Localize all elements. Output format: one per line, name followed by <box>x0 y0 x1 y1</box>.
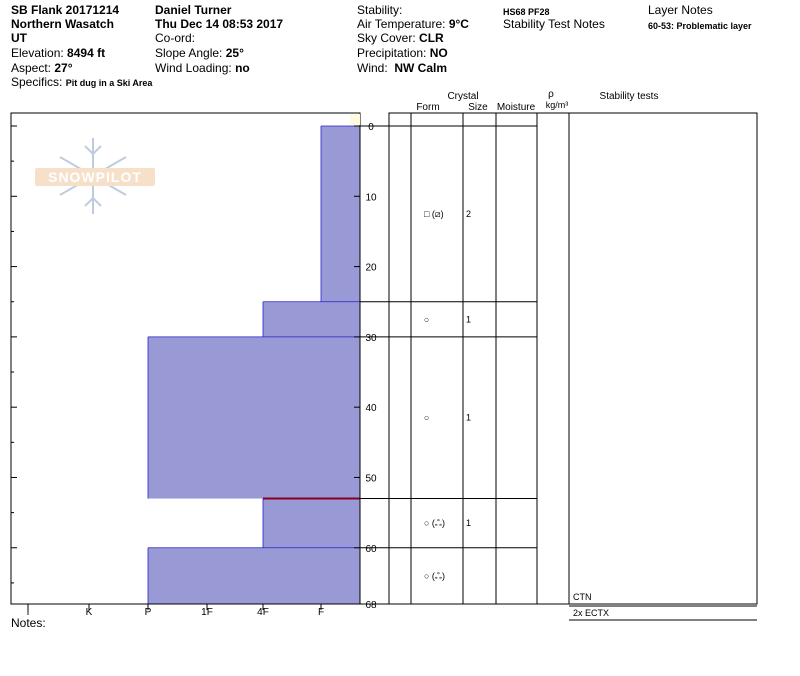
specifics-value: Pit dug in a Ski Area <box>65 78 153 88</box>
state: UT <box>11 31 27 45</box>
layer-form-1: ○ <box>424 314 429 324</box>
precip-label: Precipitation: <box>357 46 427 60</box>
logo-banner <box>35 168 155 186</box>
layer-form-3: ○ (ஃ) <box>424 518 445 528</box>
wind: Wind: NW Calm <box>357 61 447 75</box>
observer: Daniel Turner <box>155 3 232 17</box>
datetime: Thu Dec 14 08:53 2017 <box>155 17 284 31</box>
y-tick-label-0: 0 <box>368 122 374 133</box>
layer-form-0: □ (⧄) <box>424 209 444 219</box>
sky-label: Sky Cover: <box>357 31 416 45</box>
y-tick-label-4: 40 <box>365 403 377 414</box>
slope: Slope Angle: 25° <box>155 46 244 60</box>
notes-label: Notes: <box>11 616 46 630</box>
hardness-bar-4 <box>148 547 360 604</box>
stability-test-1: 2x ECTX <box>573 608 609 618</box>
air-temp: Air Temperature: 9°C <box>357 17 469 31</box>
wind-value: NW Calm <box>394 61 448 75</box>
x-tick-label-1: K <box>86 607 93 618</box>
sky-value: CLR <box>419 31 444 45</box>
layer-form-2: ○ <box>424 413 429 423</box>
header-rho-unit: kg/m³ <box>546 100 569 110</box>
stability-label: Stability: <box>357 3 403 17</box>
layer-size-1: 1 <box>466 314 471 324</box>
header-crystal: Crystal <box>447 91 478 102</box>
hardness-bar-3 <box>263 498 360 548</box>
layer-size-2: 1 <box>466 413 471 423</box>
layer-form-4: ○ (ஃ) <box>424 571 445 581</box>
elevation-label: Elevation: <box>11 46 64 60</box>
y-tick-label-7: 68 <box>365 600 377 611</box>
pit-name: SB Flank 20171214 <box>11 3 120 17</box>
layer-notes-label: Layer Notes <box>648 3 713 17</box>
layer-size-0: 2 <box>466 209 471 219</box>
y-tick-label-3: 30 <box>365 333 377 344</box>
precipitation: Precipitation: NO <box>357 46 448 60</box>
snowpilot-logo: SNOWPILOT <box>35 138 155 214</box>
x-tick-label-2: P <box>145 607 152 618</box>
stability-test-0: CTN <box>573 592 592 602</box>
stability-test-notes-label: Stability Test Notes <box>503 17 605 31</box>
elevation-value: 8494 ft <box>67 46 106 60</box>
slope-value: 25° <box>225 46 244 60</box>
x-tick-label-3: 1F <box>201 607 213 618</box>
slope-label: Slope Angle: <box>155 46 223 60</box>
precip-value: NO <box>429 46 448 60</box>
y-tick-label-6: 60 <box>365 544 377 555</box>
layer-table-frame <box>388 112 758 605</box>
hs-pf: HS68 PF28 <box>503 7 550 17</box>
hardness-bar-2 <box>148 336 360 499</box>
header-rho: ρ <box>548 89 554 100</box>
logo-text: SNOWPILOT <box>48 169 142 185</box>
sky-cover: Sky Cover: CLR <box>357 31 444 45</box>
aspect-label: Aspect: <box>11 61 52 75</box>
wind-loading-value: no <box>235 61 250 75</box>
layer-note: 60-53: Problematic layer <box>648 21 752 31</box>
aspect: Aspect: 27° <box>11 61 73 75</box>
y-tick-label-1: 10 <box>365 192 377 203</box>
x-tick-label-0: I <box>27 607 30 618</box>
elevation: Elevation: 8494 ft <box>11 46 105 60</box>
y-tick-label-5: 50 <box>365 473 377 484</box>
chart-frame <box>10 112 361 605</box>
specifics-label: Specifics: <box>11 75 63 89</box>
wind-label: Wind: <box>357 61 388 75</box>
header-size: Size <box>468 102 488 113</box>
region: Northern Wasatch <box>11 17 114 31</box>
specifics: Specifics: Pit dug in a Ski Area <box>11 75 152 90</box>
x-tick-label-5: F <box>318 607 324 618</box>
aspect-value: 27° <box>54 61 73 75</box>
header-stability-tests: Stability tests <box>600 91 659 102</box>
header-form: Form <box>416 102 439 113</box>
wind-loading-label: Wind Loading: <box>155 61 232 75</box>
header-moisture: Moisture <box>497 102 536 113</box>
air-temp-label: Air Temperature: <box>357 17 446 31</box>
x-tick-label-4: 4F <box>257 607 269 618</box>
wind-loading: Wind Loading: no <box>155 61 250 75</box>
surface-marker <box>350 114 360 125</box>
hardness-bar-1 <box>263 301 360 337</box>
hardness-bar-0 <box>321 126 360 302</box>
layer-size-3: 1 <box>466 518 471 528</box>
y-tick-label-2: 20 <box>365 263 377 274</box>
air-temp-value: 9°C <box>448 17 469 31</box>
coord-label: Co-ord: <box>155 31 196 45</box>
